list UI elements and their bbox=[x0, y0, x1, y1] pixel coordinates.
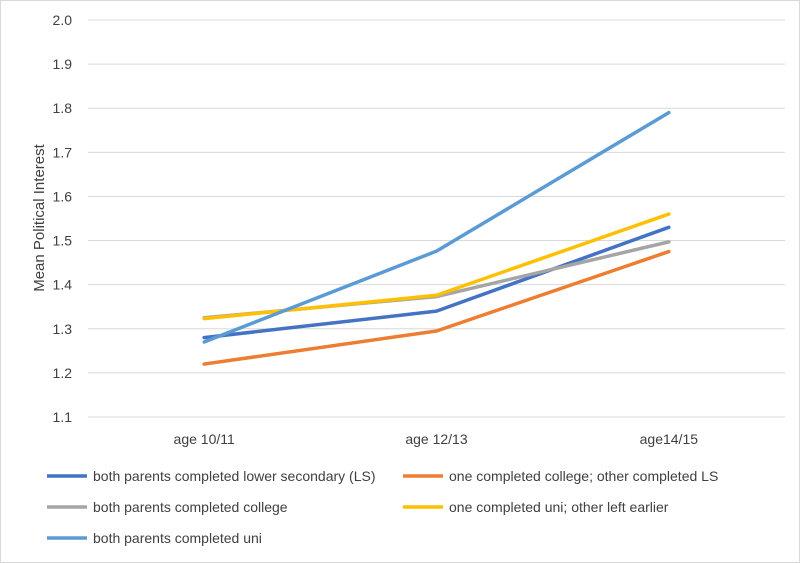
legend-label: one completed uni; other left earlier bbox=[449, 499, 669, 515]
y-tick-label: 1.4 bbox=[53, 277, 73, 293]
x-tick-labels: age 10/11 age 12/13 age14/15 bbox=[174, 431, 699, 447]
legend-label: both parents completed lower secondary (… bbox=[93, 468, 375, 484]
y-tick-labels: 1.1 1.2 1.3 1.4 1.5 1.6 1.7 1.8 1.9 2.0 bbox=[53, 12, 73, 425]
x-tick-label: age14/15 bbox=[640, 431, 699, 447]
y-axis-title: Mean Political Interest bbox=[31, 143, 48, 291]
y-tick-label: 1.6 bbox=[53, 188, 73, 204]
legend: both parents completed lower secondary (… bbox=[47, 468, 718, 546]
legend-label: both parents completed uni bbox=[93, 530, 262, 546]
y-tick-label: 1.3 bbox=[53, 321, 73, 337]
series-line bbox=[202, 249, 671, 366]
y-tick-label: 1.1 bbox=[53, 409, 73, 425]
y-tick-label: 2.0 bbox=[53, 12, 73, 28]
y-tick-label: 1.9 bbox=[53, 56, 73, 72]
y-tick-label: 1.8 bbox=[53, 100, 73, 116]
series-lines bbox=[202, 110, 671, 366]
series-line bbox=[202, 212, 671, 321]
y-tick-label: 1.2 bbox=[53, 365, 73, 381]
legend-label: one completed college; other completed L… bbox=[449, 468, 718, 484]
series-line bbox=[202, 225, 671, 340]
x-tick-label: age 10/11 bbox=[174, 431, 235, 447]
series-line bbox=[202, 110, 671, 344]
gridlines bbox=[88, 19, 785, 418]
legend-label: both parents completed college bbox=[93, 499, 288, 515]
y-tick-label: 1.5 bbox=[53, 233, 73, 249]
x-tick-label: age 12/13 bbox=[405, 431, 467, 447]
y-tick-label: 1.7 bbox=[53, 144, 73, 160]
